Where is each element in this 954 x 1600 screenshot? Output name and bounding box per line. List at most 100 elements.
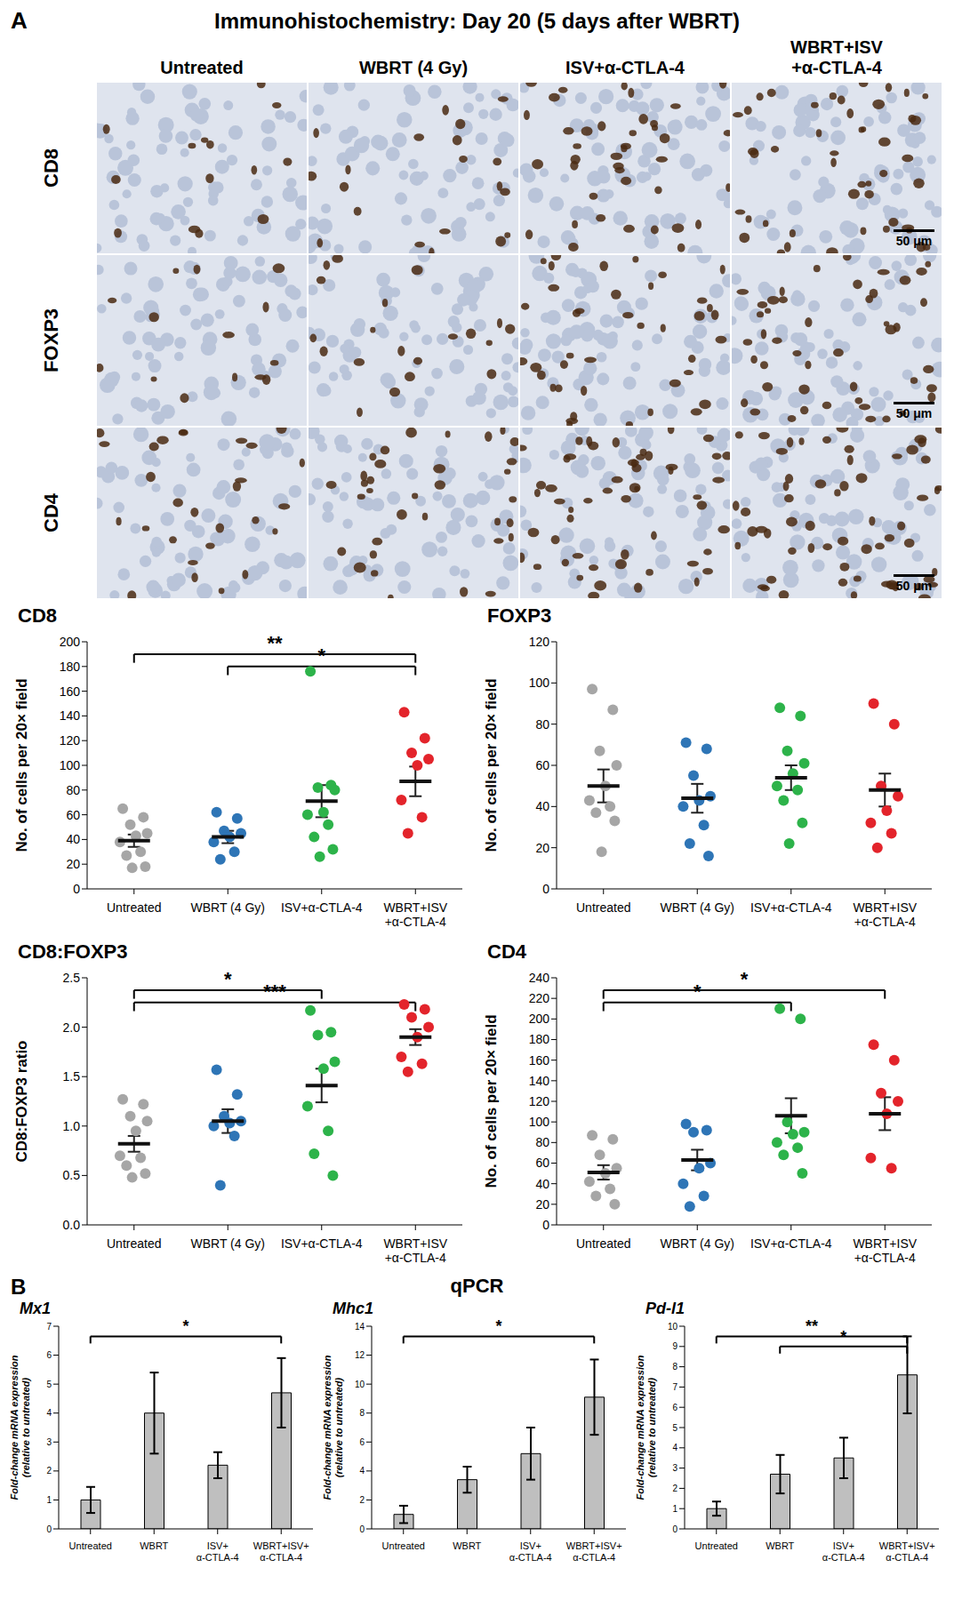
svg-text:4: 4 — [672, 1443, 678, 1453]
svg-text:WBRT+ISV+α-CTLA-4: WBRT+ISV+α-CTLA-4 — [852, 1236, 917, 1266]
svg-text:40: 40 — [535, 1177, 550, 1192]
svg-text:6: 6 — [672, 1402, 678, 1413]
svg-text:2.0: 2.0 — [63, 1020, 81, 1035]
svg-text:2: 2 — [359, 1495, 365, 1506]
svg-text:WBRT: WBRT — [139, 1540, 169, 1552]
svg-text:*: * — [840, 1328, 847, 1347]
svg-text:20: 20 — [535, 1197, 550, 1212]
svg-text:4: 4 — [46, 1408, 52, 1419]
svg-text:6: 6 — [359, 1437, 365, 1448]
svg-text:**: ** — [266, 632, 283, 655]
svg-text:1.5: 1.5 — [63, 1069, 81, 1084]
svg-text:100: 100 — [529, 675, 551, 690]
svg-text:60: 60 — [535, 1155, 550, 1171]
svg-text:0: 0 — [542, 881, 550, 897]
svg-text:ISV+α-CTLA-4: ISV+α-CTLA-4 — [822, 1540, 866, 1564]
svg-text:200: 200 — [529, 1011, 551, 1027]
svg-text:60: 60 — [65, 808, 81, 823]
svg-text:100: 100 — [529, 1114, 551, 1130]
svg-text:WBRT (4 Gy): WBRT (4 Gy) — [660, 1236, 736, 1251]
svg-text:0: 0 — [359, 1524, 365, 1535]
svg-text:12: 12 — [354, 1350, 366, 1361]
svg-text:CD8:FOXP3 ratio: CD8:FOXP3 ratio — [13, 1041, 31, 1163]
svg-text:14: 14 — [354, 1322, 366, 1332]
svg-text:Untreated: Untreated — [106, 1236, 161, 1251]
svg-text:20: 20 — [65, 857, 81, 872]
svg-text:WBRT: WBRT — [452, 1540, 482, 1552]
svg-text:Untreated: Untreated — [576, 1236, 631, 1251]
svg-text:ISV+α-CTLA-4: ISV+α-CTLA-4 — [280, 900, 363, 915]
svg-text:7: 7 — [672, 1382, 678, 1393]
svg-text:*: * — [317, 644, 326, 667]
svg-text:220: 220 — [529, 991, 551, 1006]
svg-text:*: * — [224, 968, 233, 991]
svg-text:*: * — [693, 980, 702, 1003]
svg-text:0: 0 — [46, 1524, 52, 1535]
svg-text:80: 80 — [535, 1135, 550, 1150]
svg-text:9: 9 — [672, 1341, 678, 1352]
svg-text:40: 40 — [535, 799, 550, 814]
svg-text:***: *** — [263, 980, 287, 1003]
svg-text:WBRT+ISV+α-CTLA-4: WBRT+ISV+α-CTLA-4 — [566, 1540, 623, 1564]
svg-text:180: 180 — [59, 659, 81, 674]
svg-text:120: 120 — [59, 733, 81, 748]
svg-text:20: 20 — [535, 841, 550, 856]
svg-text:8: 8 — [672, 1362, 678, 1372]
svg-text:2: 2 — [672, 1483, 678, 1494]
svg-text:40: 40 — [65, 832, 81, 847]
svg-text:5: 5 — [46, 1379, 52, 1390]
svg-text:0.0: 0.0 — [63, 1218, 81, 1233]
svg-text:140: 140 — [59, 708, 81, 723]
svg-text:Untreated: Untreated — [382, 1540, 425, 1552]
svg-text:WBRT (4 Gy): WBRT (4 Gy) — [660, 900, 736, 915]
svg-text:Fold-change mRNA expression(re: Fold-change mRNA expression(relative to … — [8, 1354, 32, 1500]
svg-text:*: * — [740, 968, 749, 991]
svg-text:200: 200 — [59, 634, 81, 650]
svg-text:2: 2 — [46, 1466, 52, 1476]
svg-text:80: 80 — [65, 783, 81, 798]
svg-text:120: 120 — [529, 1094, 551, 1109]
svg-text:*: * — [182, 1317, 189, 1336]
svg-text:3: 3 — [46, 1437, 52, 1448]
svg-text:WBRT (4 Gy): WBRT (4 Gy) — [191, 900, 266, 915]
svg-text:100: 100 — [59, 758, 81, 773]
svg-text:Fold-change mRNA expression(re: Fold-change mRNA expression(relative to … — [321, 1354, 345, 1500]
svg-text:WBRT (4 Gy): WBRT (4 Gy) — [191, 1236, 266, 1251]
svg-text:No. of cells per 20× field: No. of cells per 20× field — [482, 678, 500, 852]
svg-text:Untreated: Untreated — [695, 1540, 738, 1552]
svg-text:Untreated: Untreated — [106, 900, 161, 915]
svg-text:5: 5 — [672, 1423, 678, 1434]
svg-text:60: 60 — [535, 758, 550, 773]
svg-text:10: 10 — [667, 1322, 679, 1332]
svg-text:**: ** — [805, 1317, 818, 1336]
svg-text:160: 160 — [59, 684, 81, 699]
svg-text:Untreated: Untreated — [69, 1540, 113, 1552]
svg-text:ISV+α-CTLA-4: ISV+α-CTLA-4 — [280, 1236, 363, 1251]
svg-text:*: * — [495, 1317, 502, 1336]
svg-text:WBRT+ISV+α-CTLA-4: WBRT+ISV+α-CTLA-4 — [879, 1540, 936, 1564]
svg-text:1: 1 — [46, 1495, 52, 1506]
svg-text:0.5: 0.5 — [63, 1168, 81, 1183]
svg-text:2.5: 2.5 — [63, 970, 81, 986]
svg-text:80: 80 — [535, 717, 550, 732]
svg-text:WBRT+ISV+α-CTLA-4: WBRT+ISV+α-CTLA-4 — [852, 900, 917, 930]
svg-text:WBRT: WBRT — [765, 1540, 794, 1552]
svg-text:140: 140 — [529, 1074, 551, 1089]
svg-text:4: 4 — [359, 1466, 365, 1476]
svg-text:180: 180 — [529, 1032, 551, 1047]
svg-text:240: 240 — [529, 970, 551, 986]
svg-text:6: 6 — [46, 1350, 52, 1361]
svg-text:1.0: 1.0 — [63, 1119, 81, 1134]
svg-text:3: 3 — [672, 1463, 678, 1474]
svg-text:No. of cells per 20× field: No. of cells per 20× field — [13, 678, 31, 852]
svg-text:WBRT+ISV+α-CTLA-4: WBRT+ISV+α-CTLA-4 — [253, 1540, 310, 1564]
svg-text:160: 160 — [529, 1053, 551, 1068]
svg-text:8: 8 — [359, 1408, 365, 1419]
svg-text:7: 7 — [46, 1322, 52, 1332]
svg-text:1: 1 — [672, 1504, 678, 1515]
svg-text:ISV+α-CTLA-4: ISV+α-CTLA-4 — [509, 1540, 553, 1564]
svg-text:WBRT+ISV+α-CTLA-4: WBRT+ISV+α-CTLA-4 — [383, 1236, 448, 1266]
svg-text:ISV+α-CTLA-4: ISV+α-CTLA-4 — [196, 1540, 240, 1564]
svg-text:Fold-change mRNA expression(re: Fold-change mRNA expression(relative to … — [634, 1354, 658, 1500]
svg-text:10: 10 — [354, 1379, 366, 1390]
